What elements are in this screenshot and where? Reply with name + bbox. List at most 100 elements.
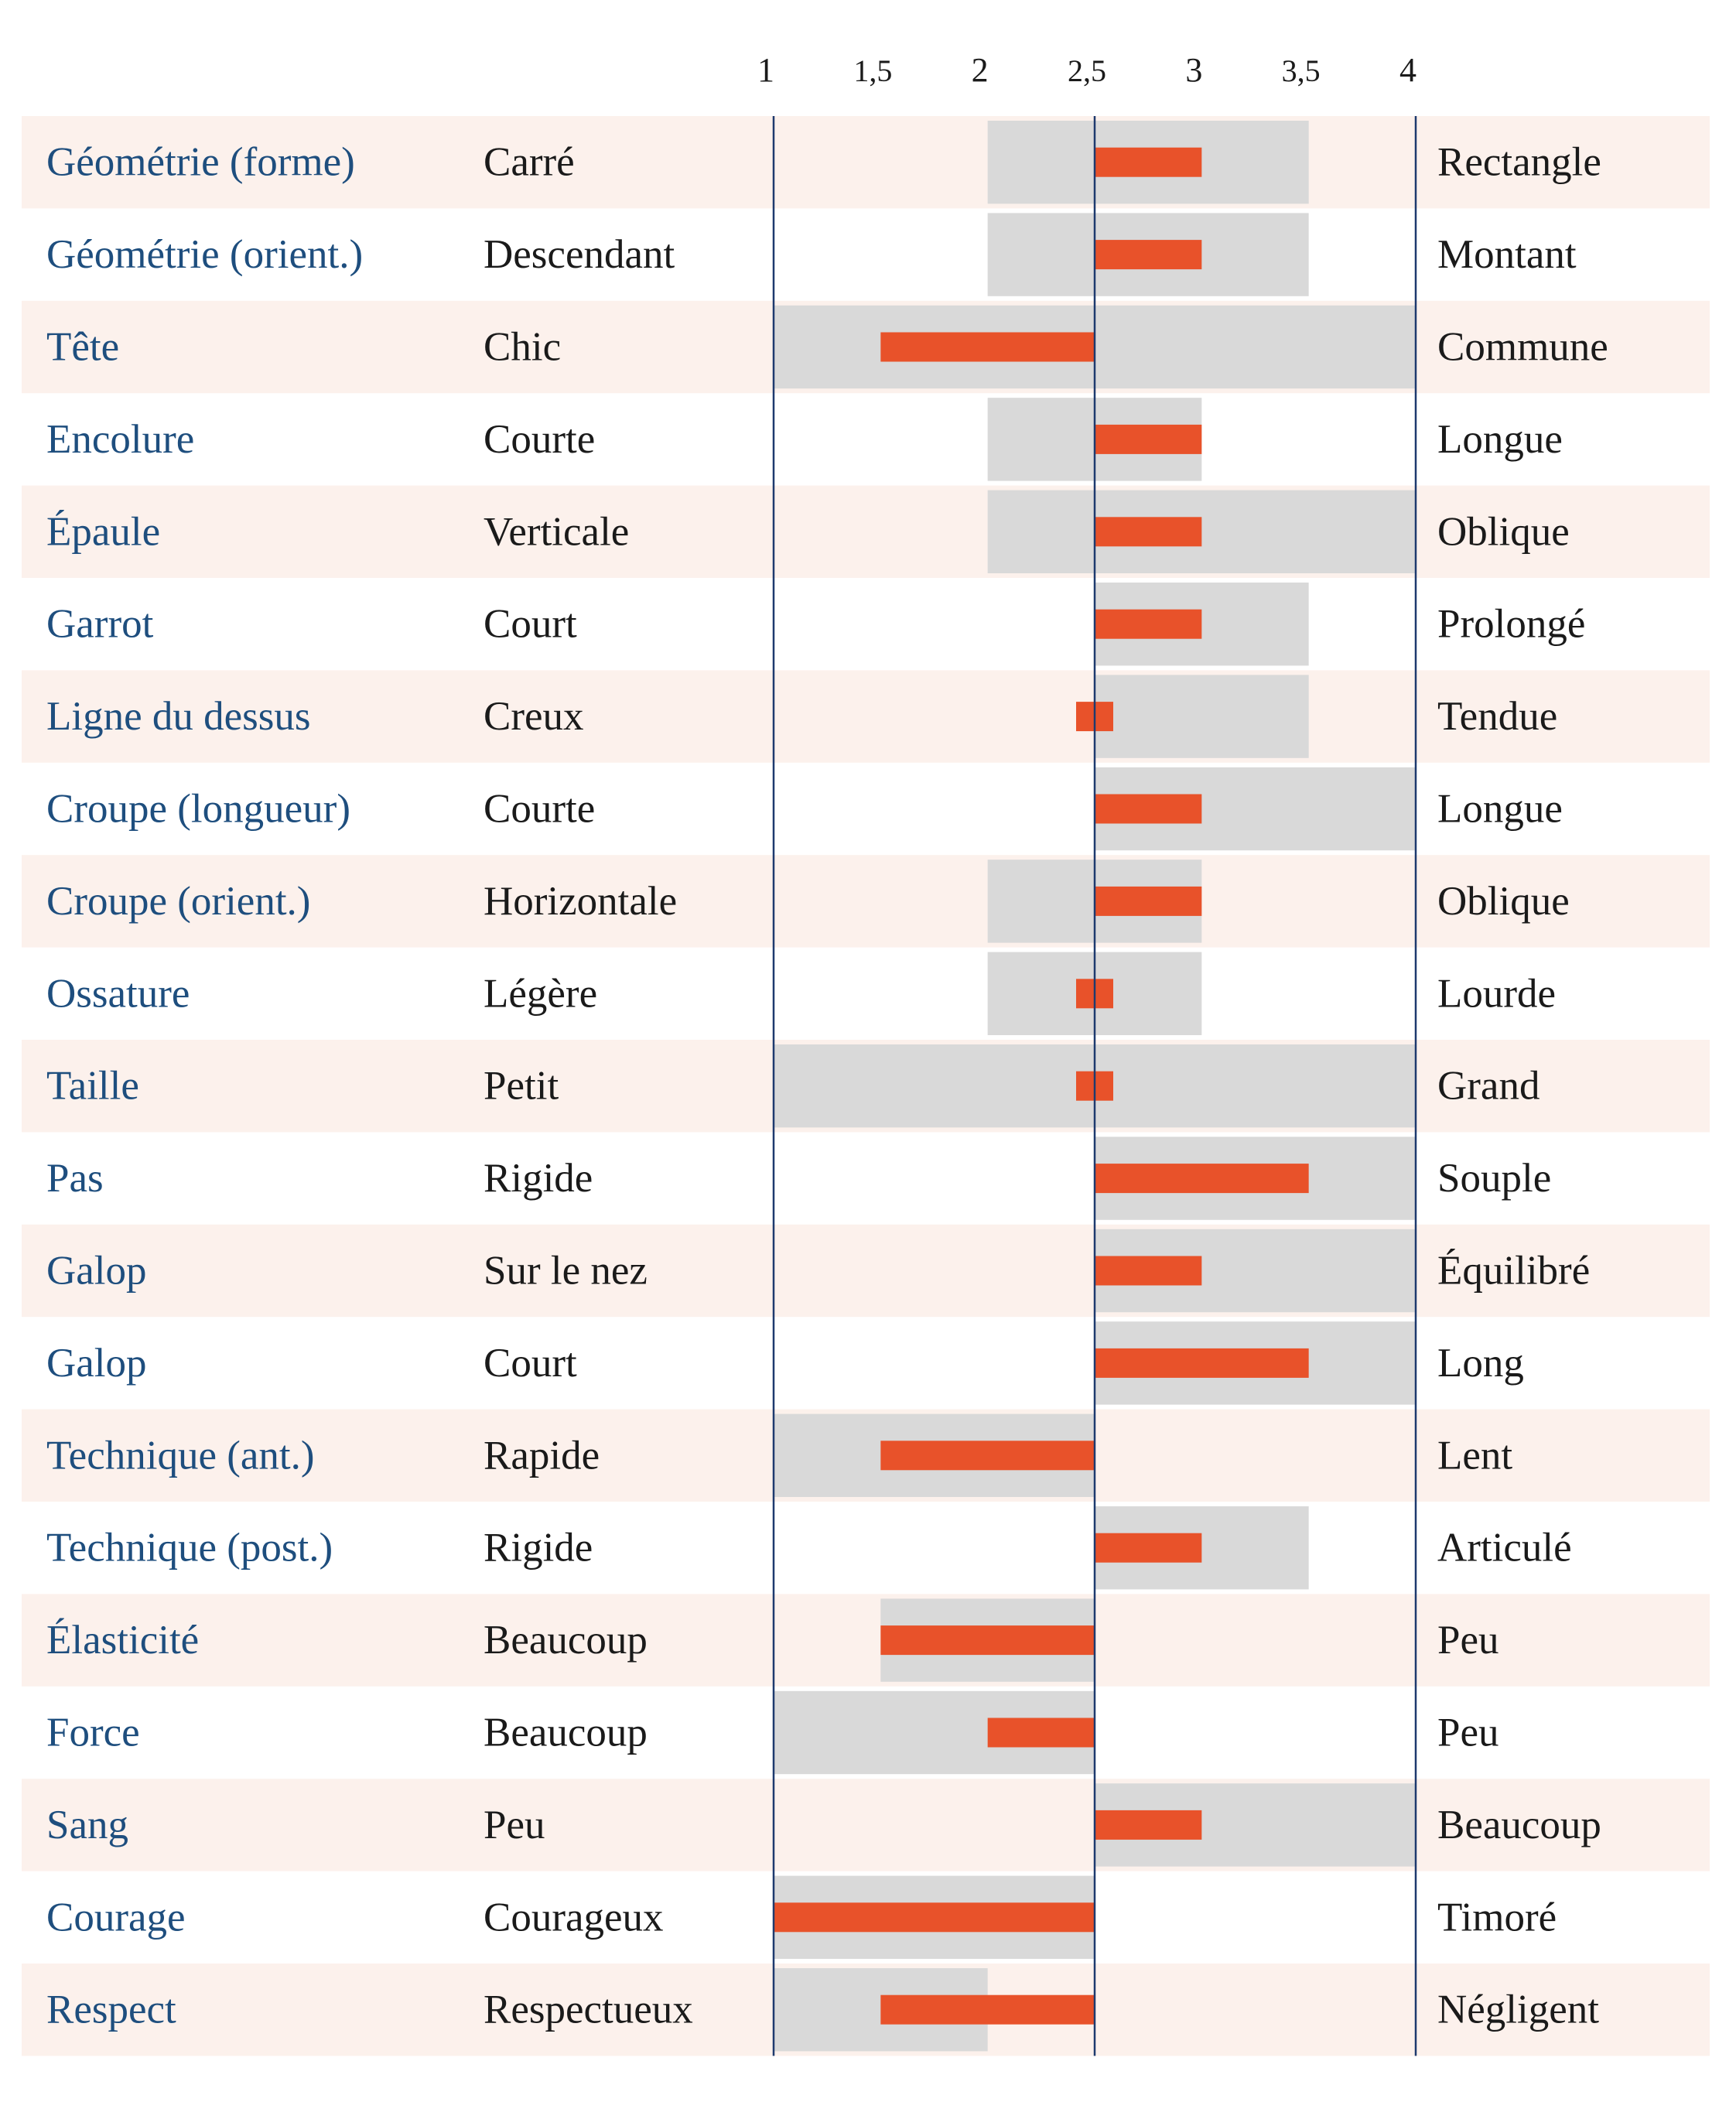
left-descriptor: Beaucoup: [484, 1618, 648, 1663]
left-descriptor: Rapide: [484, 1433, 600, 1478]
trait-label: Garrot: [46, 602, 154, 647]
right-descriptor: Peu: [1437, 1711, 1499, 1755]
left-descriptor: Petit: [484, 1064, 559, 1109]
value-bar: [1095, 1256, 1202, 1286]
right-descriptor: Équilibré: [1437, 1249, 1590, 1294]
trait-label: Galop: [46, 1249, 147, 1294]
right-descriptor: Rectangle: [1437, 140, 1601, 185]
x-tick-label: 2: [972, 51, 989, 89]
row-background: [22, 855, 1710, 948]
right-descriptor: Tendue: [1437, 694, 1557, 739]
right-descriptor: Lourde: [1437, 971, 1556, 1016]
value-bar: [774, 1902, 1095, 1933]
trait-label: Respect: [46, 1988, 176, 2032]
row-labels: Géométrie (forme) Carré Rectangle Géométrie…: [46, 140, 1608, 2032]
right-descriptor: Oblique: [1437, 509, 1570, 554]
right-descriptor: Montant: [1437, 232, 1577, 277]
right-descriptor: Oblique: [1437, 879, 1570, 924]
x-tick-label: 1: [757, 51, 774, 89]
value-bar: [1095, 1533, 1202, 1563]
right-descriptor: Beaucoup: [1437, 1803, 1601, 1847]
value-bar: [1095, 147, 1202, 177]
row-background: [22, 1594, 1710, 1687]
right-descriptor: Long: [1437, 1341, 1524, 1386]
right-descriptor: Grand: [1437, 1064, 1540, 1109]
left-descriptor: Court: [484, 602, 577, 647]
trait-label: Épaule: [46, 509, 160, 554]
trait-label: Courage: [46, 1895, 186, 1940]
x-tick-label: 4: [1399, 51, 1416, 89]
value-bar: [1095, 886, 1202, 916]
right-descriptor: Négligent: [1437, 1988, 1599, 2032]
right-descriptor: Articulé: [1437, 1526, 1572, 1571]
axis-lines: [772, 116, 1417, 2056]
x-tick-label: 3: [1185, 51, 1202, 89]
row-background: [22, 670, 1710, 763]
left-descriptor: Sur le nez: [484, 1249, 648, 1294]
left-descriptor: Carré: [484, 140, 575, 185]
trait-label: Encolure: [46, 417, 194, 462]
row-background: [22, 1224, 1710, 1318]
right-descriptor: Peu: [1437, 1618, 1499, 1663]
left-descriptor: Rigide: [484, 1526, 593, 1571]
left-descriptor: Verticale: [484, 509, 629, 554]
trait-label: Pas: [46, 1156, 104, 1201]
left-descriptor: Descendant: [484, 232, 675, 277]
value-bar: [1095, 794, 1202, 824]
value-bar: [880, 1625, 1095, 1656]
trait-label: Géométrie (orient.): [46, 232, 363, 277]
trait-label: Technique (post.): [46, 1526, 333, 1571]
right-descriptor: Longue: [1437, 787, 1563, 832]
trait-label: Galop: [46, 1341, 147, 1386]
x-tick-label: 3,5: [1282, 53, 1321, 88]
left-descriptor: Peu: [484, 1803, 545, 1847]
value-bar: [880, 1994, 1095, 2025]
right-descriptor: Prolongé: [1437, 602, 1585, 647]
right-descriptor: Commune: [1437, 325, 1608, 370]
row-background: [22, 485, 1710, 578]
trait-label: Ligne du dessus: [46, 694, 311, 739]
left-descriptor: Creux: [484, 694, 584, 739]
x-tick-label: 2,5: [1068, 53, 1106, 88]
value-bar: [1095, 424, 1202, 454]
x-tick-labels: 1 1,5 2 2,5 3 3,5 4: [757, 51, 1416, 89]
left-descriptor: Beaucoup: [484, 1711, 648, 1755]
row-background: [22, 116, 1710, 209]
trait-label: Sang: [46, 1803, 128, 1847]
trait-label: Croupe (longueur): [46, 787, 350, 832]
value-bar: [880, 332, 1095, 362]
value-bar: [1095, 609, 1202, 639]
x-tick-label: 1,5: [853, 53, 892, 88]
right-descriptor: Souple: [1437, 1156, 1551, 1201]
trait-label: Force: [46, 1711, 140, 1755]
value-bar: [1095, 240, 1202, 270]
trait-label: Ossature: [46, 971, 190, 1016]
row-background: [22, 1779, 1710, 1871]
trait-label: Taille: [46, 1064, 139, 1109]
trait-label: Croupe (orient.): [46, 879, 310, 924]
value-bar: [1095, 1810, 1202, 1840]
value-bar: [1095, 517, 1202, 547]
left-descriptor: Court: [484, 1341, 577, 1386]
value-bar: [1095, 1164, 1309, 1194]
left-descriptor: Rigide: [484, 1156, 593, 1201]
value-bar: [880, 1441, 1095, 1471]
right-descriptor: Longue: [1437, 417, 1563, 462]
value-bars: [774, 147, 1309, 2025]
range-band: [1095, 675, 1309, 758]
trait-label: Technique (ant.): [46, 1433, 315, 1478]
trait-label: Géométrie (forme): [46, 140, 355, 185]
trait-label: Élasticité: [46, 1618, 199, 1663]
value-bar: [1095, 1348, 1309, 1378]
left-descriptor: Courageux: [484, 1895, 664, 1940]
left-descriptor: Courte: [484, 787, 595, 832]
right-descriptor: Lent: [1437, 1433, 1512, 1478]
right-descriptor: Timoré: [1437, 1895, 1557, 1940]
value-bar: [987, 1717, 1095, 1748]
left-descriptor: Chic: [484, 325, 561, 370]
trait-label: Tête: [46, 325, 119, 370]
left-descriptor: Horizontale: [484, 879, 677, 924]
left-descriptor: Légère: [484, 971, 597, 1016]
left-descriptor: Respectueux: [484, 1988, 693, 2032]
